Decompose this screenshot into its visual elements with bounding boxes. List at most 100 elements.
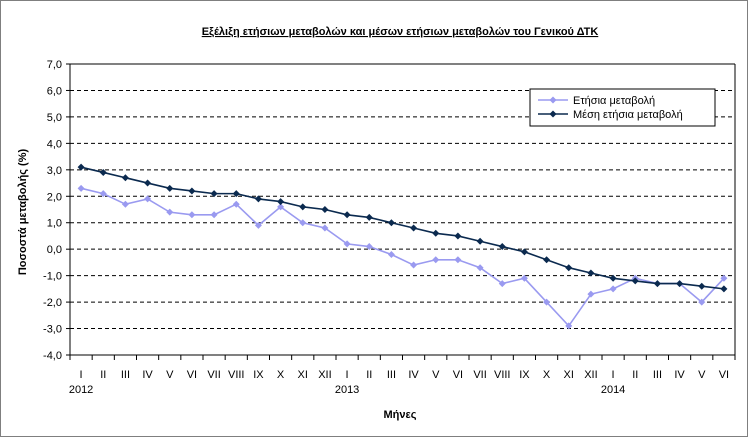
legend-label: Μέση ετήσια μεταβολή [573,109,683,121]
data-point [321,206,329,213]
data-point [410,261,418,269]
x-tick-label: VI [719,369,729,381]
x-tick-label: VII [473,369,486,381]
x-tick-label: IX [519,369,530,381]
x-tick-label: III [653,369,662,381]
data-point [520,248,528,256]
data-point [476,237,484,245]
data-point [210,211,218,219]
data-point [631,277,639,285]
data-point [698,282,706,290]
data-point [432,229,440,237]
data-point [343,211,351,219]
data-point [210,190,218,198]
data-point [254,221,262,229]
data-point [676,280,684,288]
x-tick-label: IV [408,369,419,381]
data-point [410,224,418,232]
x-tick-label: X [543,369,551,381]
data-point [476,264,484,272]
x-tick-label: XII [584,369,597,381]
x-tick-label: I [346,369,349,381]
x-tick-labels: I II III IV V VI VII VIII IX X XI XII I II III IV V VI VII… [69,369,729,396]
year-label: 2012 [69,384,93,396]
legend-swatch-marker [549,110,557,118]
y-tick-label: -1,0 [43,271,62,283]
data-point [498,280,506,288]
data-point [277,198,285,206]
data-point [144,195,152,203]
x-tick-label: V [166,369,174,381]
data-point [321,224,329,232]
data-point [299,203,307,211]
data-point [387,250,395,258]
data-point [609,285,617,293]
legend-label: Ετήσια μεταβολή [573,95,655,107]
y-tick-label: 6,0 [47,85,62,97]
data-point [299,219,307,227]
x-tick-label: VI [187,369,197,381]
data-point [121,174,129,182]
legend-swatch-marker [549,96,557,104]
y-tick-label: 0,0 [47,244,62,256]
x-tick-label: XII [318,369,331,381]
data-point [365,243,373,251]
data-point [565,264,573,272]
y-tick-label: 3,0 [47,165,62,177]
data-point [543,256,551,264]
x-tick-label: III [121,369,130,381]
data-point [188,187,196,195]
x-tick-label: II [366,369,372,381]
x-tick-label: IV [674,369,685,381]
axes [66,63,736,360]
data-point [520,274,528,282]
data-point [99,190,107,198]
y-tick-label: 7,0 [47,59,62,71]
chart-title: Εξέλιξη ετήσιων μεταβολών και μέσων ετήσ… [202,26,599,38]
data-point [454,256,462,264]
data-point [277,203,285,211]
y-tick-label: -4,0 [43,350,62,362]
x-tick-label: VIII [494,369,511,381]
legend: Ετήσια μεταβολή Μέση ετήσια μεταβολή [529,88,716,127]
x-tick-label: I [612,369,615,381]
y-tick-label: -3,0 [43,324,62,336]
data-point [77,163,85,171]
series-group [77,163,728,330]
data-point [653,280,661,288]
x-tick-label: X [277,369,285,381]
x-tick-label: XI [564,369,574,381]
data-point [166,184,174,192]
data-point [587,269,595,277]
y-tick-labels: 7,0 6,0 5,0 4,0 3,0 2,0 1,0 0,0 -1,0 -2,0 -3,0 -4,0 [43,59,62,362]
legend-box [529,88,716,127]
y-tick-label: 1,0 [47,218,62,230]
data-point [166,208,174,216]
data-point [565,322,573,330]
x-tick-label: V [698,369,706,381]
data-point [387,219,395,227]
x-tick-label: IX [253,369,264,381]
x-tick-label: XI [298,369,308,381]
data-point [232,200,240,208]
data-point [144,179,152,187]
x-tick-label: I [80,369,83,381]
data-point [188,211,196,219]
data-point [99,168,107,176]
x-tick-label: VII [207,369,220,381]
data-point [365,213,373,221]
x-tick-label: III [387,369,396,381]
data-point [587,290,595,298]
y-tick-label: -2,0 [43,297,62,309]
data-point [498,243,506,251]
x-tick-label: VI [453,369,463,381]
data-point [720,285,728,293]
x-axis-title: Μήνες [384,409,417,421]
data-point [343,240,351,248]
y-tick-label: 4,0 [47,138,62,150]
data-point [543,298,551,306]
data-point [720,274,728,282]
data-point [454,232,462,240]
year-label: 2013 [335,384,359,396]
